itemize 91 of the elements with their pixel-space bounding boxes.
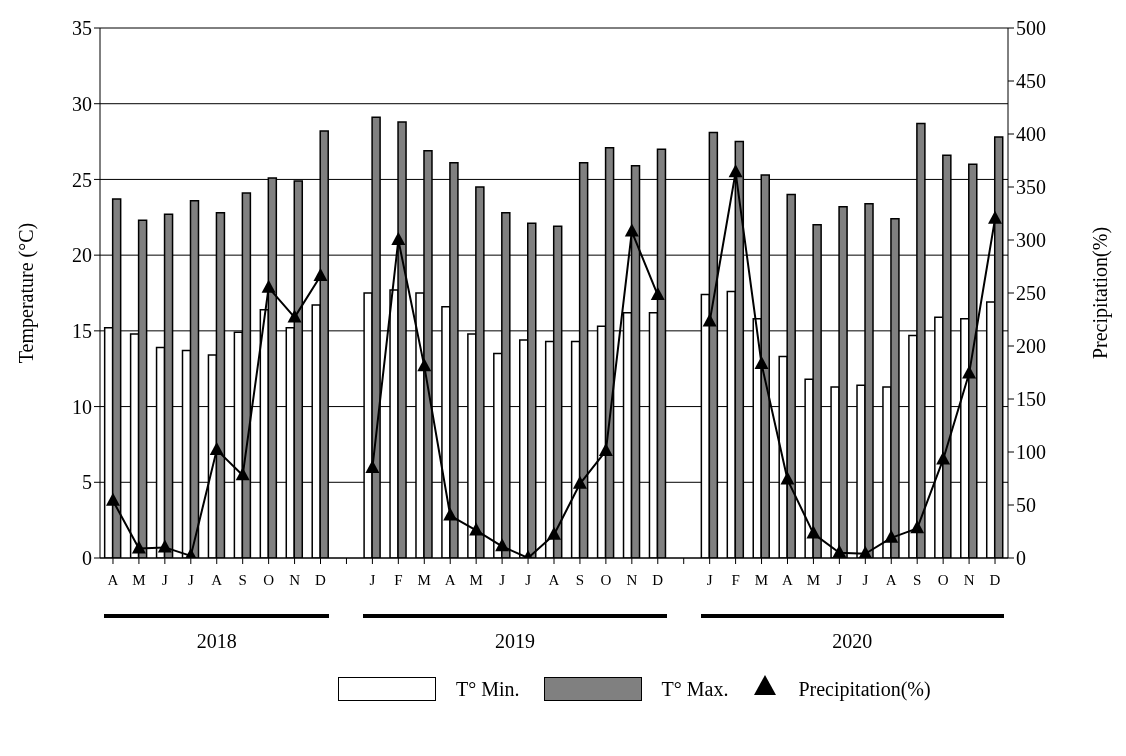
x-tick-label: M <box>806 571 821 588</box>
point <box>572 475 587 489</box>
x-tick-label: M <box>417 571 431 588</box>
point <box>936 451 951 465</box>
point <box>209 441 224 455</box>
y-tick-label: 25 <box>72 168 92 191</box>
point <box>547 526 561 540</box>
point <box>884 529 899 543</box>
y-tick-label: 5 <box>82 471 92 494</box>
point <box>650 287 665 301</box>
point <box>754 356 769 370</box>
x-tick-label: J <box>369 571 376 588</box>
point <box>806 525 821 539</box>
y2-tick-label: 500 <box>1016 17 1046 40</box>
y2-tick-label: 250 <box>1016 282 1046 305</box>
point <box>728 164 743 178</box>
y2-tick-label: 450 <box>1016 70 1046 93</box>
x-tick-label: D <box>989 571 1001 588</box>
x-tick-label: J <box>525 571 532 588</box>
y-tick-label: 35 <box>72 17 92 40</box>
x-tick-label: A <box>211 571 223 588</box>
x-tick-label: N <box>289 571 301 588</box>
text: 2018 <box>195 630 238 653</box>
x-tick-label: A <box>444 571 456 588</box>
point <box>235 467 250 481</box>
y2-tick-label: 150 <box>1016 388 1046 411</box>
text: 2020 <box>831 630 874 653</box>
x-tick-label: D <box>652 571 664 588</box>
y2-tick-label: 100 <box>1016 441 1046 464</box>
point <box>417 358 432 372</box>
y2-tick-label: 350 <box>1016 176 1046 199</box>
x-tick-label: A <box>885 571 897 588</box>
y2-tick-label: 0 <box>1016 547 1026 570</box>
point <box>962 365 977 379</box>
point <box>495 538 510 552</box>
y-axis-title: Temperature (°C) <box>15 222 39 364</box>
x-tick-label: D <box>315 571 327 588</box>
x-tick-label: O <box>600 571 612 588</box>
x-tick-label: S <box>575 571 585 588</box>
x-tick-label: F <box>394 571 403 588</box>
x-tick-label: M <box>754 571 769 588</box>
y2-tick-label: 400 <box>1016 123 1046 146</box>
x-tick-label: J <box>187 571 194 588</box>
y2-tick-label: 200 <box>1016 335 1046 358</box>
y-tick-label: 15 <box>72 319 92 342</box>
x-tick-label: J <box>862 571 869 588</box>
x-tick-label: M <box>132 571 146 588</box>
x-tick-label: M <box>469 571 483 588</box>
point <box>988 210 1003 224</box>
point <box>365 459 380 473</box>
point <box>832 544 847 558</box>
legend-label: T° Max. <box>661 677 729 701</box>
x-tick-label: J <box>161 571 168 588</box>
x-tick-label: S <box>238 571 247 588</box>
point <box>157 539 172 553</box>
point <box>702 313 717 327</box>
x-tick-label: A <box>107 571 119 588</box>
point <box>287 309 302 323</box>
x-tick-label: J <box>706 571 713 588</box>
point <box>131 540 146 554</box>
x-tick-label: F <box>731 571 740 588</box>
y2-tick-label: 300 <box>1016 229 1046 252</box>
point <box>780 471 795 485</box>
point <box>858 545 873 558</box>
point <box>391 232 406 245</box>
x-tick-label: O <box>263 571 275 588</box>
x-tick-label: A <box>782 571 794 588</box>
y-tick-label: 0 <box>82 547 92 570</box>
point <box>624 223 639 237</box>
x-tick-label: N <box>626 571 638 588</box>
point <box>598 442 613 456</box>
y2-axis-title: Precipitation(%) <box>1089 226 1113 360</box>
y-tick-label: 10 <box>72 395 92 418</box>
x-tick-label: S <box>913 571 922 588</box>
point <box>910 520 925 534</box>
y-tick-label: 30 <box>72 92 92 115</box>
x-tick-label: J <box>499 571 506 588</box>
legend-label: Precipitation(%) <box>798 678 931 701</box>
point <box>469 522 484 536</box>
x-tick-label: O <box>937 571 949 588</box>
legend-label: T° Min. <box>456 677 520 701</box>
text: 2019 <box>494 630 537 653</box>
y2-tick-label: 50 <box>1016 494 1036 517</box>
x-tick-label: J <box>836 571 843 588</box>
y-tick-label: 20 <box>72 244 92 267</box>
x-tick-label: A <box>548 571 560 588</box>
point <box>443 507 458 521</box>
x-tick-label: N <box>963 571 975 588</box>
point <box>313 268 328 282</box>
point <box>261 279 276 293</box>
point <box>105 492 120 506</box>
